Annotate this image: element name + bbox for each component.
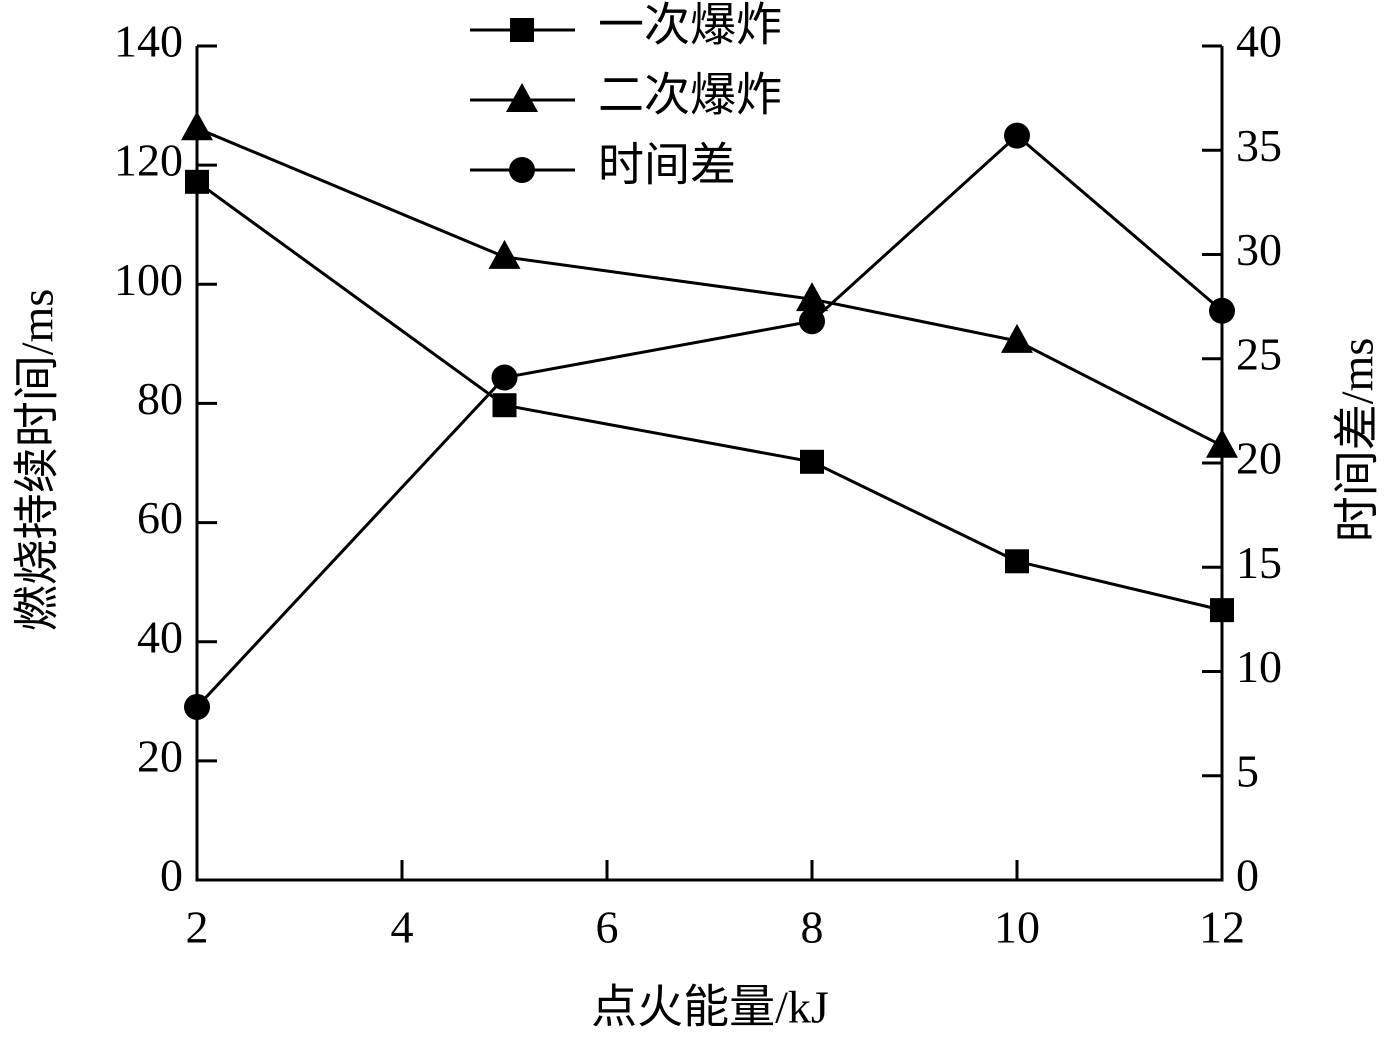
marker (1206, 428, 1238, 458)
marker (488, 239, 521, 269)
y-tick-label: 20 (137, 730, 183, 781)
x-tick-label: 2 (186, 902, 209, 953)
y2-tick-label: 15 (1236, 537, 1282, 588)
y-tick-label: 100 (114, 254, 183, 305)
y2-tick-label: 40 (1236, 16, 1282, 67)
legend-marker (510, 18, 534, 42)
x-tick-label: 12 (1199, 902, 1245, 953)
marker (796, 282, 828, 312)
marker (1209, 297, 1235, 324)
x-tick-label: 4 (391, 902, 414, 953)
y-axis-label: 燃烧持续时间/ms (12, 289, 63, 631)
y-tick-label: 60 (137, 492, 183, 543)
y2-tick-label: 10 (1236, 641, 1282, 692)
y2-tick-label: 35 (1236, 120, 1282, 171)
legend-marker (509, 157, 535, 183)
y-tick-label: 40 (137, 611, 183, 662)
y-tick-label: 80 (137, 373, 183, 424)
marker (1210, 598, 1234, 623)
x-tick-label: 6 (596, 902, 619, 953)
marker (491, 364, 518, 391)
y-tick-label: 140 (114, 16, 183, 67)
marker (800, 449, 824, 474)
series-line (195, 133, 1223, 708)
y2-axis-label: 时间差/ms (1332, 338, 1383, 542)
marker (184, 693, 210, 720)
y-tick-label: 120 (114, 135, 183, 186)
marker (492, 393, 517, 418)
y2-tick-label: 5 (1236, 745, 1259, 796)
legend-label: 二次爆炸 (598, 70, 782, 121)
marker (1005, 549, 1029, 574)
y2-tick-label: 20 (1236, 433, 1282, 484)
legend-marker (506, 83, 538, 112)
marker (181, 111, 213, 141)
x-tick-label: 8 (801, 902, 824, 953)
legend-label: 一次爆炸 (598, 0, 782, 51)
y2-tick-label: 25 (1236, 328, 1282, 379)
marker (185, 169, 209, 194)
y2-tick-label: 0 (1236, 850, 1259, 901)
legend-label: 时间差 (598, 140, 736, 191)
marker (1004, 122, 1030, 149)
series-line (196, 180, 1223, 612)
marker (1001, 323, 1033, 353)
x-axis-label: 点火能量/kJ (591, 982, 829, 1033)
y-tick-label: 0 (160, 850, 183, 901)
marker (799, 308, 825, 335)
x-tick-label: 10 (994, 902, 1040, 953)
y2-tick-label: 30 (1236, 224, 1282, 275)
